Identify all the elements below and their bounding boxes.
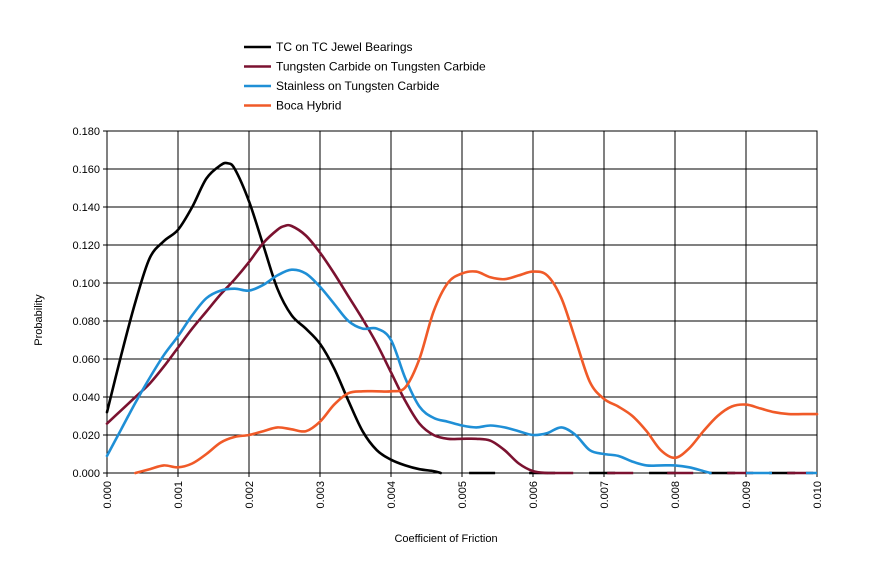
x-tick-label: 0.006 <box>528 481 540 509</box>
y-tick-label: 0.000 <box>72 468 100 480</box>
x-tick-label: 0.004 <box>386 481 398 509</box>
x-tick-label: 0.009 <box>741 481 753 509</box>
series-layer <box>105 161 819 475</box>
series-line-tc-on-tc-jewel-bearings <box>105 161 442 475</box>
y-tick-label: 0.160 <box>72 164 100 176</box>
y-tick-label: 0.040 <box>72 392 100 404</box>
legend-label: Stainless on Tungsten Carbide <box>276 79 440 93</box>
x-tick-label: 0.003 <box>315 481 327 509</box>
x-tick-label: 0.000 <box>102 481 114 509</box>
y-tick-label: 0.120 <box>72 240 100 252</box>
x-tick-label: 0.005 <box>457 481 469 509</box>
x-tick-label: 0.001 <box>173 481 185 509</box>
y-tick-label: 0.060 <box>72 354 100 366</box>
y-tick-label: 0.080 <box>72 316 100 328</box>
y-tick-labels: 0.000 0.020 0.040 0.060 0.080 0.100 0.120 0.140… <box>72 126 100 480</box>
x-tick-labels: 0.000 0.001 0.002 0.003 0.004 0.005 0.006 0.007… <box>102 481 824 509</box>
x-axis-title: Coefficient of Friction <box>394 533 497 545</box>
series-line-stainless-on-tungsten-carbide <box>105 268 712 475</box>
x-tick-label: 0.008 <box>670 481 682 509</box>
y-tick-label: 0.180 <box>72 126 100 138</box>
y-tick-label: 0.020 <box>72 430 100 442</box>
series-line-boca-hybrid <box>134 270 819 475</box>
legend: TC on TC Jewel Bearings Tungsten Carbide … <box>244 40 486 113</box>
y-tick-label: 0.140 <box>72 202 100 214</box>
series-line-tungsten-carbide-on-tungsten-carbide <box>105 223 549 475</box>
x-tick-label: 0.007 <box>599 481 611 509</box>
legend-label: Boca Hybrid <box>276 99 341 113</box>
y-tick-label: 0.100 <box>72 278 100 290</box>
x-tick-label: 0.002 <box>244 481 256 509</box>
legend-label: Tungsten Carbide on Tungsten Carbide <box>276 60 486 74</box>
y-axis-title: Probability <box>33 294 45 346</box>
x-tick-label: 0.010 <box>812 481 824 509</box>
legend-label: TC on TC Jewel Bearings <box>276 40 413 54</box>
